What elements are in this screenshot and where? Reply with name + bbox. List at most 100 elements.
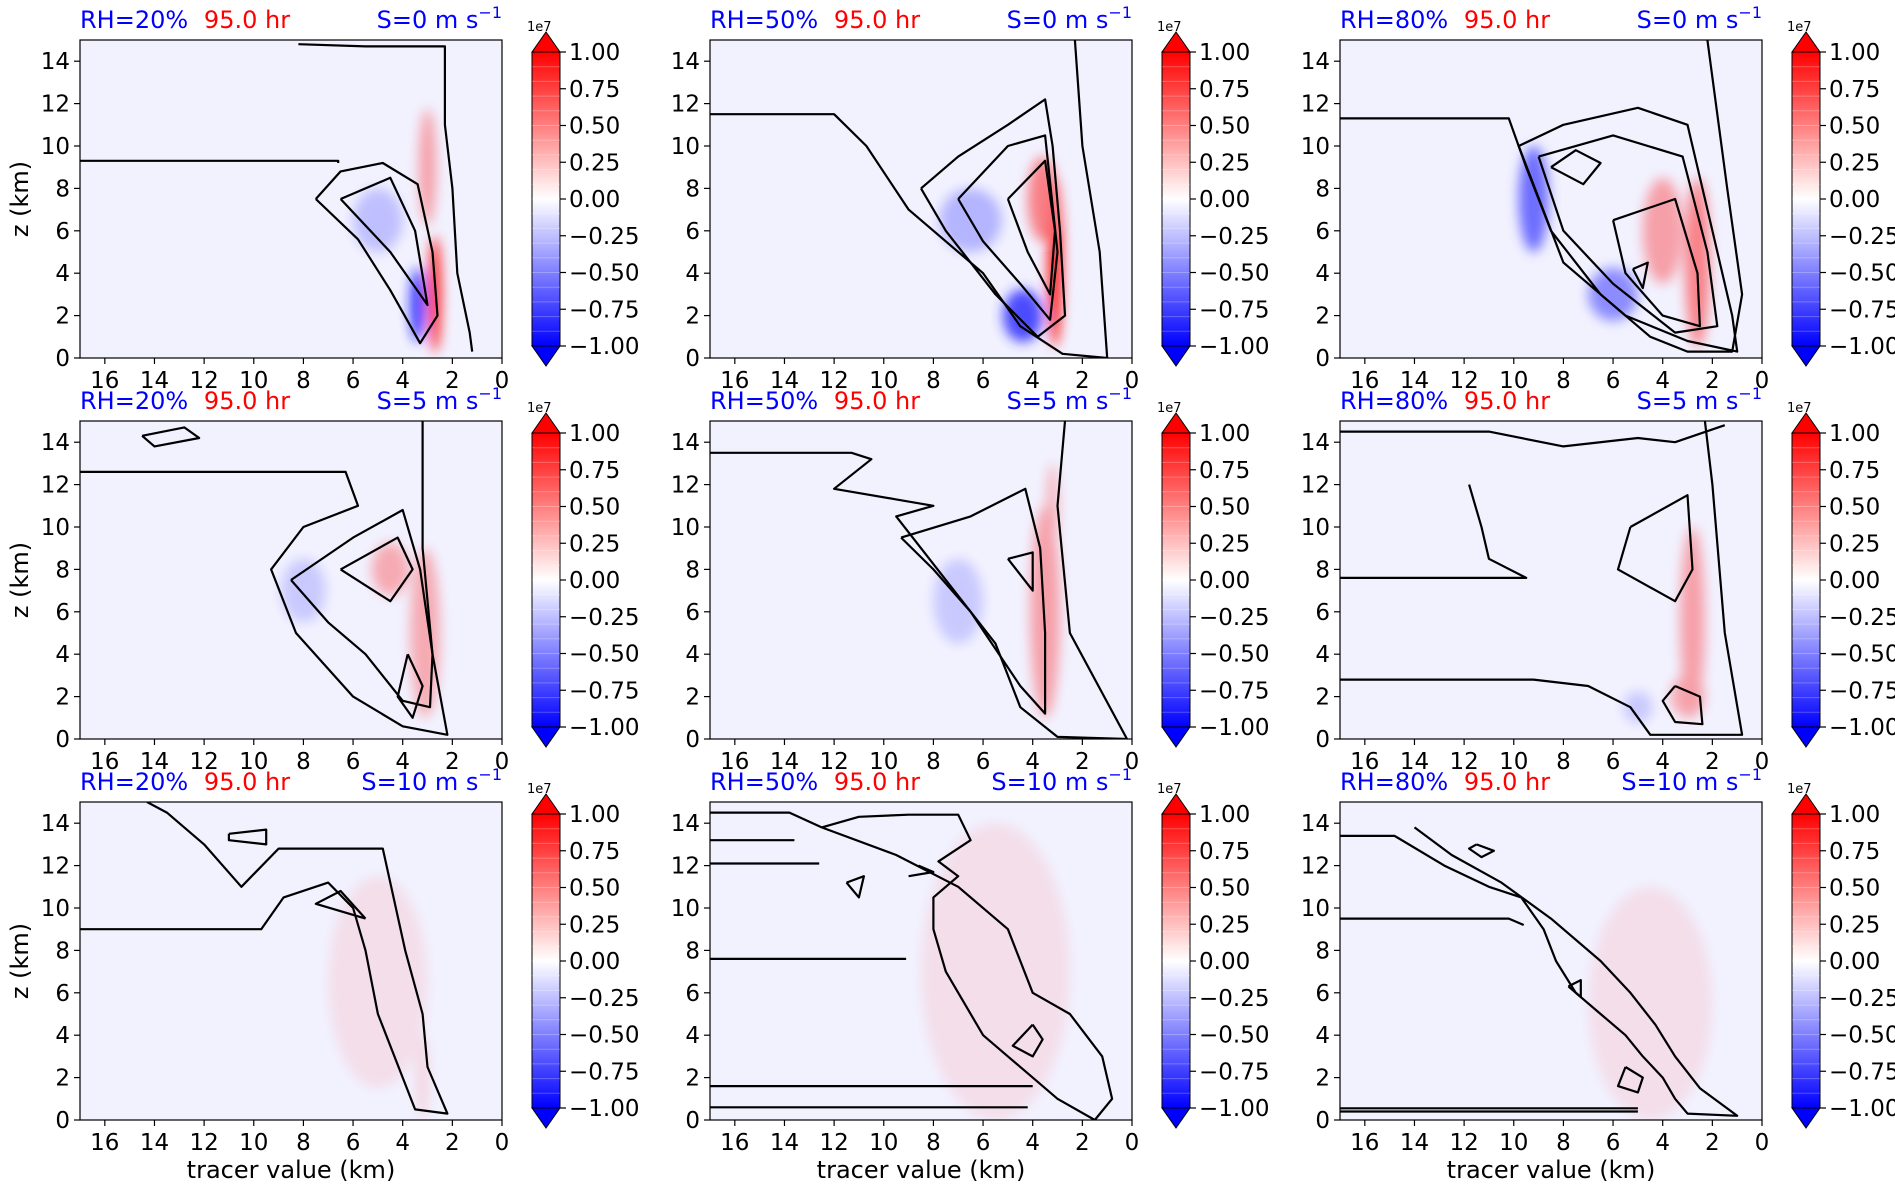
- time-label: 95.0 hr: [834, 6, 920, 34]
- shading-blob: [1685, 177, 1710, 348]
- colorbar-tick-label: 0.00: [1829, 568, 1880, 594]
- x-tick-label: 4: [1025, 368, 1040, 394]
- colorbar-tick-label: 0.75: [1199, 839, 1250, 865]
- x-tick-label: 16: [1350, 1130, 1379, 1156]
- colorbar-tick-label: 0.50: [569, 114, 620, 140]
- rh-label: RH=50%: [710, 768, 818, 796]
- contour-line: [298, 43, 474, 352]
- colorbar-tick-label: 0.25: [1829, 150, 1880, 176]
- y-tick-label: 6: [685, 981, 700, 1007]
- contour-line: [845, 875, 865, 899]
- y-tick-label: 0: [1315, 1108, 1330, 1134]
- x-tick-label: 2: [445, 1130, 460, 1156]
- shading-layer: [921, 823, 1070, 1120]
- colorbar: [1791, 813, 1821, 1109]
- colorbar-tick-label: 0.00: [569, 949, 620, 975]
- x-tick-label: 16: [720, 1130, 749, 1156]
- contour-layer: [80, 43, 474, 352]
- plot-frame: [1339, 801, 1763, 1121]
- x-axis-label: tracer value (km): [1447, 1156, 1656, 1184]
- shear-text: S=5 m s: [1637, 387, 1739, 415]
- colorbar-tick-label: 0.50: [1199, 114, 1250, 140]
- x-axis-label: tracer value (km): [817, 1156, 1026, 1184]
- y-tick-label: 0: [685, 1108, 700, 1134]
- x-tick-label: 8: [926, 368, 941, 394]
- colorbar-tick-label: −1.00: [1829, 715, 1895, 741]
- contour-line: [1007, 551, 1034, 592]
- colorbar-extend-max: [1161, 31, 1191, 53]
- colorbar-tick-label: −0.75: [1199, 1059, 1269, 1085]
- y-axis-label: z (km): [6, 161, 34, 237]
- y-tick-label: 10: [41, 896, 70, 922]
- y-tick-label: 14: [671, 430, 700, 456]
- colorbar-tick-label: 0.00: [569, 187, 620, 213]
- x-tick-label: 2: [445, 368, 460, 394]
- shading-blob: [1030, 505, 1061, 718]
- panel-2-1: 16 14 12 10 8 6 4 2 0 0 2 4 6 8 10 12 14 RH=50% 95.0 hr S=1…: [671, 765, 1270, 1184]
- y-tick-label: 8: [1315, 938, 1330, 964]
- x-tick-label: 16: [720, 368, 749, 394]
- x-tick-label: 8: [1556, 749, 1571, 775]
- shear-label: S=0 m s−1: [1007, 3, 1132, 34]
- y-tick-label: 6: [55, 981, 70, 1007]
- y-tick-label: 10: [671, 134, 700, 160]
- x-tick-label: 12: [819, 368, 848, 394]
- contour-line: [314, 889, 367, 920]
- shading-blob: [1588, 886, 1713, 1120]
- shading-blob: [1670, 675, 1705, 718]
- contour-line: [1011, 1023, 1044, 1058]
- colorbar: [531, 432, 561, 728]
- shading-layer: [1518, 146, 1710, 348]
- colorbar: [1161, 432, 1191, 728]
- colorbar-tick-label: 1.00: [1829, 802, 1880, 828]
- panel-1-0: 16 14 12 10 8 6 4 2 0 0 2 4 6 8 10 12 14 RH=20% 95.0 hr S=5…: [6, 384, 639, 775]
- contour-line: [1517, 106, 1739, 353]
- x-tick-label: 14: [1400, 1130, 1429, 1156]
- x-tick-label: 0: [1755, 368, 1770, 394]
- y-tick-label: 14: [41, 430, 70, 456]
- x-tick-label: 4: [1655, 1130, 1670, 1156]
- x-tick-label: 14: [1400, 368, 1429, 394]
- colorbar-extend-max: [1161, 412, 1191, 434]
- colorbar-tick-label: −0.25: [1829, 224, 1895, 250]
- colorbar-extend-min: [1791, 1107, 1821, 1129]
- colorbar-tick-label: 0.00: [1199, 949, 1250, 975]
- x-tick-label: 8: [1556, 368, 1571, 394]
- shear-exponent: −1: [478, 384, 502, 403]
- x-tick-label: 8: [926, 749, 941, 775]
- shading-blob: [328, 876, 428, 1089]
- shear-exponent: −1: [1738, 3, 1762, 22]
- x-tick-label: 6: [346, 749, 361, 775]
- y-tick-label: 4: [55, 1023, 70, 1049]
- colorbar-extend-min: [1161, 345, 1191, 367]
- shear-text: S=0 m s: [1007, 6, 1109, 34]
- plot-background: [710, 421, 1132, 739]
- y-tick-label: 2: [55, 304, 70, 330]
- contour-layer: [80, 421, 449, 736]
- x-tick-label: 6: [976, 1130, 991, 1156]
- shear-exponent: −1: [1108, 3, 1132, 22]
- x-tick-label: 6: [976, 368, 991, 394]
- x-tick-label: 10: [239, 1130, 268, 1156]
- shear-exponent: −1: [478, 765, 502, 784]
- contour-line: [1567, 979, 1582, 999]
- y-tick-label: 14: [1301, 49, 1330, 75]
- colorbar-tick-label: 0.00: [1829, 949, 1880, 975]
- colorbar-scale-label: 1e7: [527, 782, 552, 797]
- contour-line: [1612, 197, 1701, 328]
- x-tick-label: 16: [1350, 749, 1379, 775]
- shading-blob: [1680, 527, 1705, 718]
- shading-blob: [1027, 156, 1058, 242]
- time-label: 95.0 hr: [204, 768, 290, 796]
- colorbar-tick-label: −0.25: [1829, 605, 1895, 631]
- shear-exponent: −1: [1108, 384, 1132, 403]
- y-tick-label: 10: [1301, 134, 1330, 160]
- shear-label: S=5 m s−1: [1007, 384, 1132, 415]
- y-tick-label: 0: [55, 727, 70, 753]
- contour-line: [339, 176, 429, 307]
- colorbar-extend-min: [531, 726, 561, 748]
- x-tick-label: 6: [1606, 749, 1621, 775]
- shading-layer: [1622, 527, 1705, 724]
- plot-frame: [79, 801, 503, 1121]
- y-tick-label: 12: [671, 473, 700, 499]
